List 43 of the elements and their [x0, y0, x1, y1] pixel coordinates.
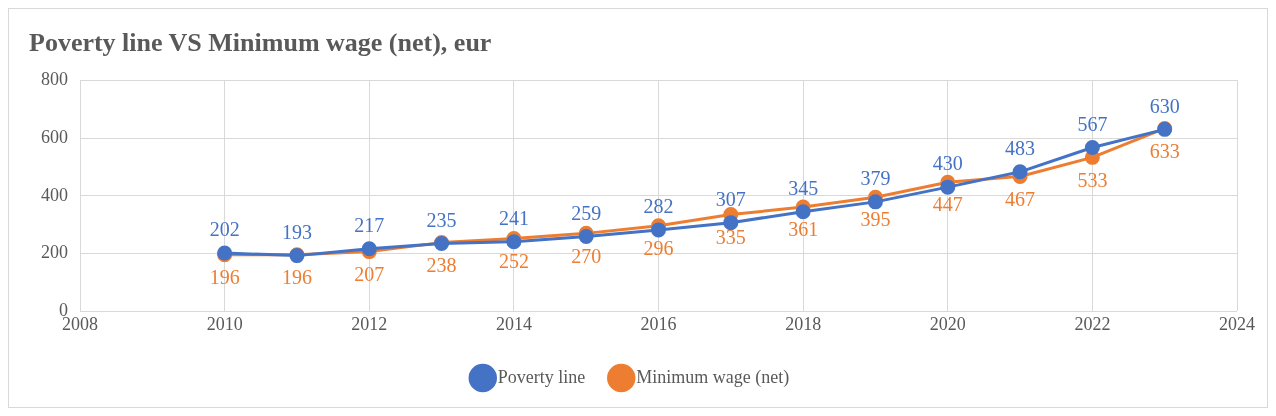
x-tick-label: 2012 [351, 313, 388, 334]
data-label: 307 [715, 187, 746, 210]
x-tick-label: 2016 [640, 313, 677, 334]
data-label: 217 [354, 213, 385, 236]
y-tick-label: 600 [41, 126, 68, 147]
data-label: 430 [932, 152, 963, 175]
data-label: 567 [1077, 112, 1108, 135]
x-tick-label: 2020 [929, 313, 966, 334]
data-label: 235 [426, 208, 457, 231]
data-label: 630 [1149, 94, 1180, 117]
data-label: 196 [209, 266, 240, 289]
chart-title: Poverty line VS Minimum wage (net), eur [29, 28, 492, 58]
data-label: 282 [643, 195, 674, 218]
data-label: 196 [281, 266, 312, 289]
data-label: 379 [860, 167, 891, 190]
data-label: 238 [426, 253, 457, 276]
y-tick-label: 800 [41, 68, 68, 89]
data-label: 395 [860, 208, 891, 231]
legend-label: Poverty line [497, 366, 586, 387]
x-tick-label: 2010 [206, 313, 243, 334]
legend-label: Minimum wage (net) [636, 366, 790, 388]
data-label: 467 [1005, 187, 1036, 210]
data-label: 252 [498, 249, 529, 272]
x-tick-label: 2024 [1219, 313, 1255, 334]
data-label: 241 [498, 207, 529, 229]
data-label: 533 [1077, 168, 1108, 191]
data-label: 447 [932, 193, 963, 216]
data-label: 633 [1149, 139, 1180, 162]
x-tick-label: 2018 [785, 313, 822, 334]
data-label: 335 [715, 225, 746, 248]
data-label: 483 [1005, 137, 1036, 160]
x-tick-label: 2014 [495, 313, 532, 334]
x-tick-label: 2022 [1074, 313, 1111, 334]
y-tick-label: 400 [41, 184, 68, 205]
data-label: 296 [643, 237, 674, 260]
data-label: 202 [209, 218, 240, 241]
data-label: 270 [571, 244, 602, 267]
data-label: 193 [281, 220, 312, 243]
y-tick-label: 200 [41, 242, 68, 263]
data-label: 259 [571, 201, 602, 224]
data-label: 361 [788, 218, 819, 241]
data-label: 207 [354, 262, 385, 285]
data-label: 345 [788, 176, 819, 199]
